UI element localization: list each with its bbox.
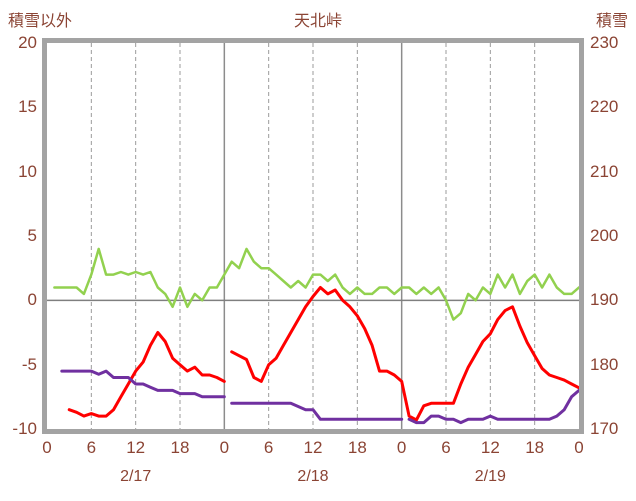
x-hour-tick-label: 6 — [263, 438, 274, 457]
y-right-tick-label: 180 — [590, 354, 619, 374]
right-axis-title: 積雪 — [595, 13, 628, 30]
x-day-label: 2/17 — [120, 468, 152, 485]
y-left-tick-label: 15 — [18, 97, 37, 117]
x-hour-tick-label: 6 — [441, 438, 451, 457]
y-right-tick-label: 210 — [590, 161, 619, 181]
y-right-tick-label: 230 — [590, 33, 619, 52]
x-hour-tick-label: 0 — [574, 438, 584, 457]
x-hour-tick-label: 18 — [525, 438, 545, 457]
y-left-tick-label: 0 — [27, 290, 37, 310]
y-axis-right-ticks: 230 220 210 200 190 180 170 — [590, 34, 634, 438]
x-hour-tick-label: 0 — [219, 438, 230, 457]
x-hour-tick-label: 6 — [86, 438, 97, 457]
y-left-tick-label: 10 — [18, 161, 37, 181]
left-axis-title: 積雪以外 — [8, 13, 73, 30]
y-left-tick-label: -5 — [21, 354, 37, 374]
y-right-tick-label: 200 — [590, 225, 619, 245]
series-red-line — [67, 286, 579, 422]
x-hour-tick-label: 18 — [347, 438, 367, 457]
y-left-tick-label: 20 — [18, 33, 37, 52]
y-left-tick-label: -10 — [12, 418, 37, 438]
plot-area — [47, 43, 579, 429]
y-right-tick-label: 220 — [590, 97, 619, 117]
x-day-label: 2/18 — [297, 468, 329, 485]
x-hour-tick-label: 0 — [42, 438, 52, 457]
y-axis-left-ticks: 20 15 10 5 0 -5 -10 — [0, 34, 37, 438]
y-right-tick-label: 170 — [590, 418, 619, 438]
x-hour-tick-label: 0 — [396, 438, 407, 457]
x-hour-tick-label: 18 — [170, 438, 190, 457]
x-hour-tick-label: 12 — [480, 438, 500, 457]
x-hour-tick-label: 12 — [126, 438, 146, 457]
y-right-tick-label: 190 — [590, 290, 619, 310]
series-green-line — [53, 247, 579, 321]
chart-title: 天北峠 — [293, 13, 342, 30]
y-left-tick-label: 5 — [27, 225, 37, 245]
x-hour-tick-label: 12 — [303, 438, 323, 457]
series-purple-line-snow-depth — [60, 369, 579, 425]
x-day-label: 2/19 — [474, 468, 506, 485]
